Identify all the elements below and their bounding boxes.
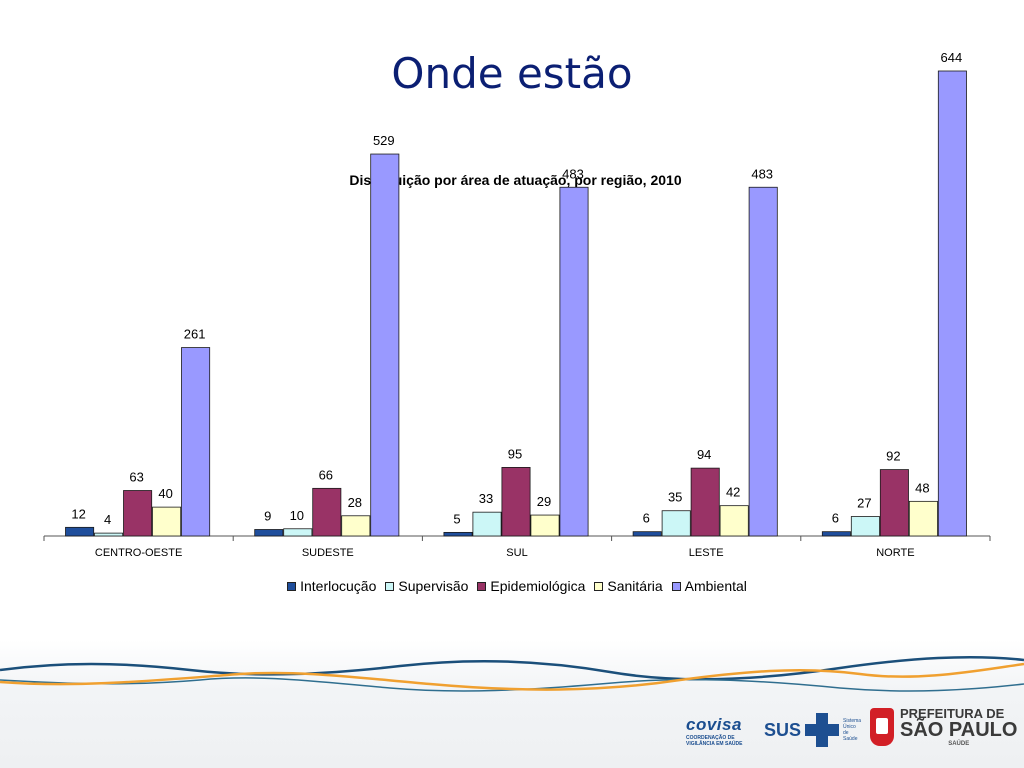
legend-label: Sanitária — [607, 578, 663, 594]
data-label: 33 — [479, 491, 493, 506]
bar — [443, 531, 473, 537]
bar — [661, 510, 691, 537]
city-crest-icon — [870, 708, 894, 746]
legend-swatch — [671, 581, 681, 591]
data-label: 6 — [643, 511, 650, 526]
data-label: 12 — [71, 506, 85, 521]
legend-label: Epidemiológica — [490, 578, 586, 594]
data-label: 29 — [537, 494, 551, 509]
data-label: 4 — [104, 512, 111, 527]
bar — [370, 153, 400, 537]
data-label: 63 — [129, 470, 143, 485]
sus-cross-icon — [805, 713, 840, 747]
bar — [632, 531, 662, 537]
data-label: 94 — [697, 447, 711, 462]
data-label: 35 — [668, 490, 682, 505]
slide-title: Onde estão — [391, 49, 633, 98]
data-label: 40 — [158, 486, 172, 501]
sus-subtitle: Sistema Único de Saúde — [843, 718, 862, 742]
legend-swatch — [477, 581, 487, 591]
legend-swatch — [385, 581, 395, 591]
prefeitura-line2: SÃO PAULO — [900, 719, 1018, 741]
bar — [879, 469, 909, 537]
legend-item: Supervisão — [385, 578, 468, 594]
x-tick-label: SUDESTE — [302, 547, 354, 559]
chart-title: Distribuição por área de atuação, por re… — [349, 172, 682, 188]
prefeitura-logo: PREFEITURA DE SÃO PAULO SAÚDE — [870, 707, 1017, 747]
data-label: 95 — [508, 446, 522, 461]
bar — [65, 526, 95, 537]
bar — [690, 467, 720, 537]
bar — [94, 532, 124, 537]
bar — [152, 506, 182, 537]
bar — [254, 529, 284, 537]
legend-item: Ambiental — [671, 578, 747, 594]
data-label: 42 — [726, 485, 740, 500]
chart-legend: Interlocução Supervisão Epidemiológica Sani… — [0, 578, 1024, 594]
data-label: 9 — [264, 509, 271, 524]
legend-label: Interlocução — [300, 578, 377, 594]
footer-logos: covisa COORDENAÇÃO DE VIGILÂNCIA EM SAÚD… — [0, 705, 1024, 755]
x-tick-label: LESTE — [689, 547, 724, 559]
data-label: 28 — [348, 495, 362, 510]
legend-item: Sanitária — [594, 578, 663, 594]
x-tick-label: CENTRO-OESTE — [95, 547, 182, 559]
data-label: 5 — [453, 511, 460, 526]
legend-swatch — [594, 581, 604, 591]
covisa-name: covisa — [686, 715, 742, 734]
legend-swatch — [287, 581, 297, 591]
bar — [937, 70, 967, 537]
bar — [312, 487, 342, 537]
data-label: 261 — [184, 327, 206, 342]
bar — [341, 515, 371, 537]
footer-waves — [0, 655, 1024, 692]
bar — [283, 528, 313, 537]
legend-label: Supervisão — [398, 578, 469, 594]
x-tick-label: NORTE — [876, 547, 914, 559]
legend-item: Epidemiológica — [477, 578, 585, 594]
data-label: 48 — [915, 480, 929, 495]
bar — [559, 186, 589, 537]
data-label: 92 — [886, 449, 900, 464]
legend-item: Interlocução — [287, 578, 376, 594]
sus-logo: SUS Sistema Único de Saúde — [764, 713, 861, 747]
legend-label: Ambiental — [684, 578, 747, 594]
data-label: 10 — [290, 508, 304, 523]
x-tick-label: SUL — [506, 547, 527, 559]
sus-name: SUS — [764, 719, 802, 740]
prefeitura-line3: SAÚDE — [948, 741, 970, 747]
bar — [501, 467, 531, 537]
bar — [181, 347, 211, 537]
bar — [748, 186, 778, 537]
bar — [908, 500, 938, 537]
covisa-logo: covisa COORDENAÇÃO DE VIGILÂNCIA EM SAÚD… — [686, 715, 748, 747]
bar — [719, 505, 749, 537]
data-label: 483 — [562, 166, 584, 181]
prefeitura-line1: PREFEITURA DE — [900, 706, 1005, 721]
bar — [472, 511, 502, 537]
data-label: 27 — [857, 496, 871, 511]
bar — [530, 514, 560, 537]
bar — [123, 490, 153, 537]
bar — [850, 516, 880, 537]
data-label: 644 — [941, 50, 963, 65]
data-label: 66 — [319, 467, 333, 482]
data-label: 529 — [373, 133, 395, 148]
data-label: 483 — [751, 166, 773, 181]
data-label: 6 — [832, 511, 839, 526]
covisa-subtitle: COORDENAÇÃO DE VIGILÂNCIA EM SAÚDE — [686, 735, 743, 747]
bar — [821, 531, 851, 537]
